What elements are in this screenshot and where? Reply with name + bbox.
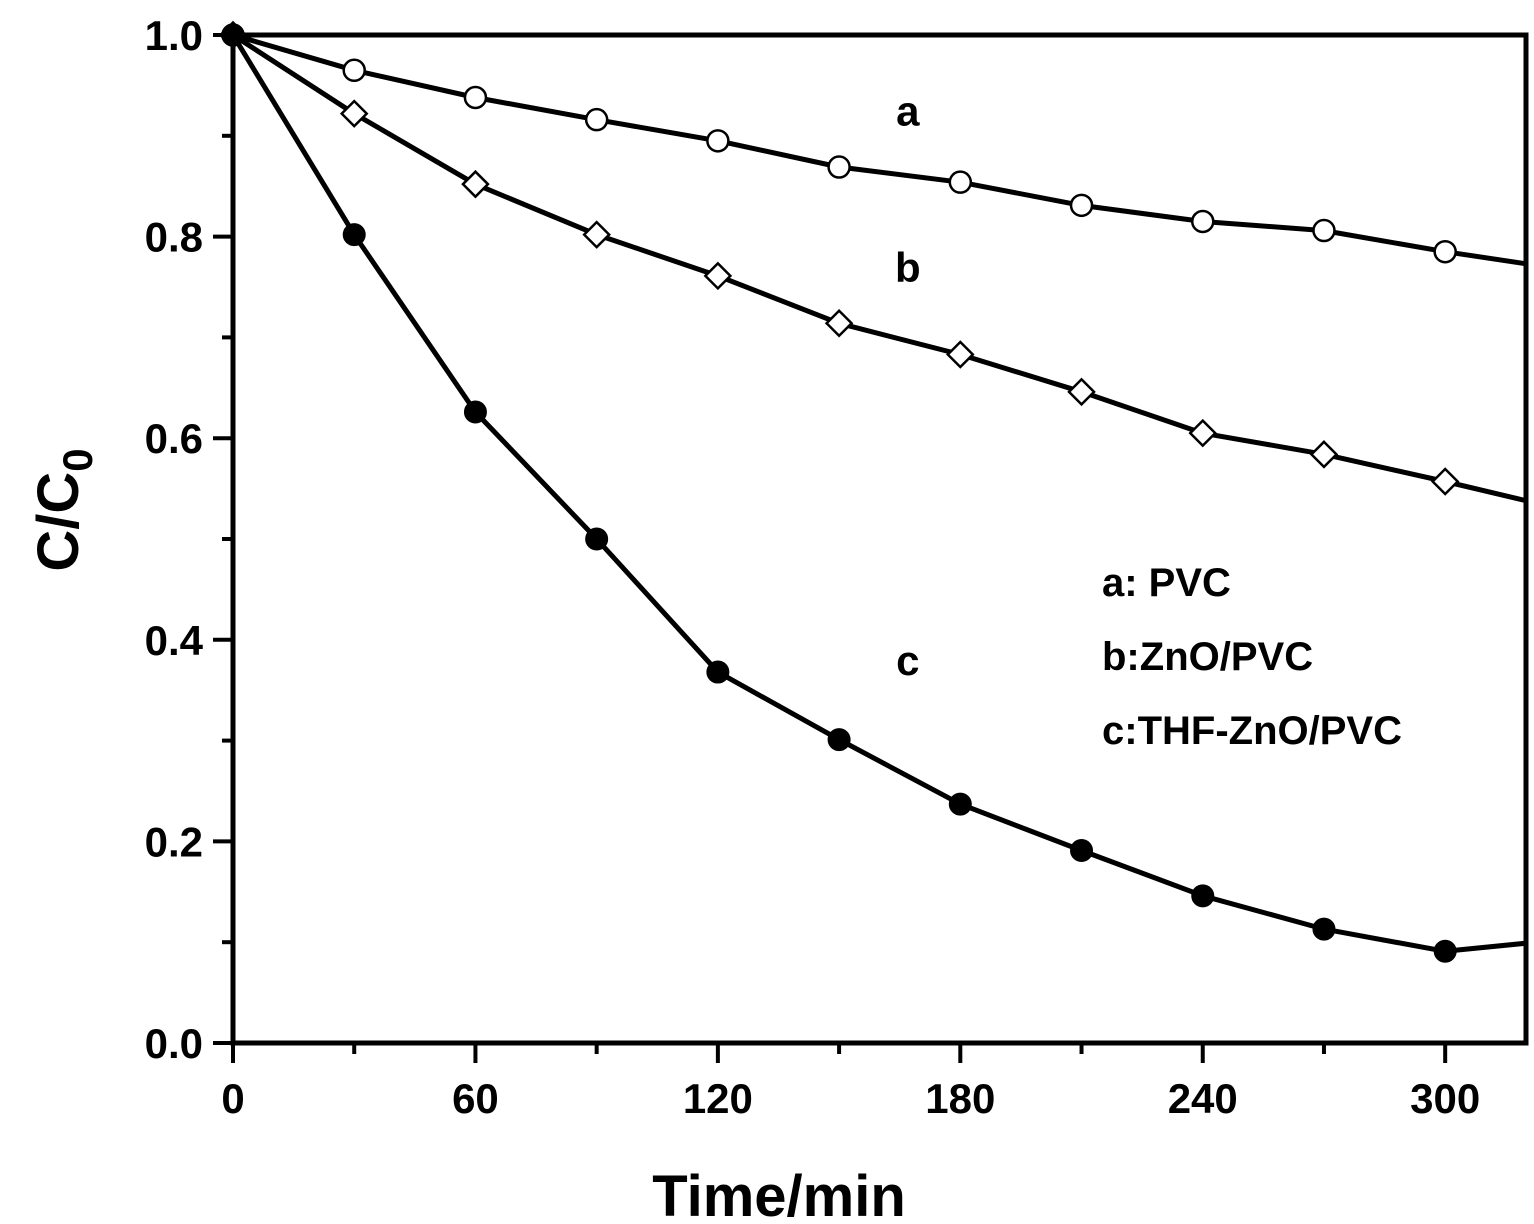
series-c-point [342, 223, 366, 247]
series-b-point [703, 261, 733, 291]
series-c-point [1191, 884, 1215, 908]
series-a-point [706, 129, 730, 153]
y-tick-label: 0.4 [145, 617, 204, 664]
series-a-line [232, 32, 1527, 267]
series-c [221, 23, 1527, 963]
series-b-point [1430, 467, 1460, 496]
y-tick-label: 0.0 [145, 1020, 203, 1067]
series-c-point [1070, 838, 1094, 862]
series-layer [218, 20, 1527, 963]
y-tick-label: 0.6 [145, 415, 203, 462]
series-c-point [1433, 939, 1457, 963]
series-a-point [948, 170, 973, 194]
x-tick-label: 300 [1410, 1075, 1480, 1122]
x-tick-label: 120 [683, 1075, 753, 1122]
series-c-point [948, 792, 972, 816]
curve-labels: a b c [895, 88, 921, 684]
tick-labels: 0 60 120 180 240 300 0.0 0.2 0.4 0.6 0.8 1.0 [145, 12, 1481, 1122]
series-a-point [827, 155, 851, 179]
legend-entry-b: b:ZnO/PVC [1102, 635, 1313, 679]
series-c-point [827, 728, 851, 752]
legend: a: PVC b:ZnO/PVC c:THF-ZnO/PVC [1102, 561, 1402, 753]
curve-label-c: c [896, 637, 919, 684]
x-axis-title: Time/min [652, 1164, 906, 1224]
series-b-point [946, 340, 975, 369]
plot-frame [230, 32, 1529, 1046]
series-a-point [1312, 218, 1336, 243]
y-tick-label: 0.2 [145, 818, 203, 865]
curve-label-b: b [895, 244, 921, 291]
y-tick-label: 0.8 [145, 214, 203, 261]
x-tick-label: 60 [452, 1075, 499, 1122]
series-b-line [231, 32, 1527, 504]
x-tick-label: 180 [925, 1075, 995, 1122]
series-b-point [1188, 418, 1218, 448]
series-b-point [824, 309, 854, 338]
series-c-line [230, 33, 1527, 954]
series-b-point [582, 220, 611, 249]
curve-label-a: a [896, 88, 920, 135]
series-b [218, 20, 1527, 504]
y-axis-title: C/C0 [26, 448, 101, 571]
series-a-point [463, 85, 488, 110]
series-a-point [584, 107, 609, 132]
series-c-point [585, 527, 609, 551]
y-axis-title-main: C/C [26, 472, 91, 572]
legend-entry-c: c:THF-ZnO/PVC [1102, 709, 1402, 753]
series-b-point [461, 169, 490, 199]
series-a-point [342, 58, 366, 83]
y-axis-title-subscript: 0 [54, 448, 101, 471]
series-b-point [339, 99, 369, 128]
axis-ticks [213, 33, 1448, 1063]
series-a-point [1069, 193, 1094, 218]
series-c-point [706, 660, 730, 684]
series-b-point [1309, 440, 1339, 469]
x-tick-label: 0 [221, 1075, 244, 1122]
series-a [221, 23, 1527, 267]
series-c-point [221, 23, 245, 47]
series-a-point [1433, 239, 1457, 264]
series-c-point [463, 400, 487, 424]
y-tick-label: 1.0 [145, 12, 203, 59]
x-tick-label: 240 [1168, 1075, 1238, 1122]
legend-entry-a: a: PVC [1102, 561, 1231, 605]
series-a-point [1191, 209, 1215, 234]
series-b-point [1067, 377, 1096, 407]
series-c-point [1312, 917, 1336, 941]
